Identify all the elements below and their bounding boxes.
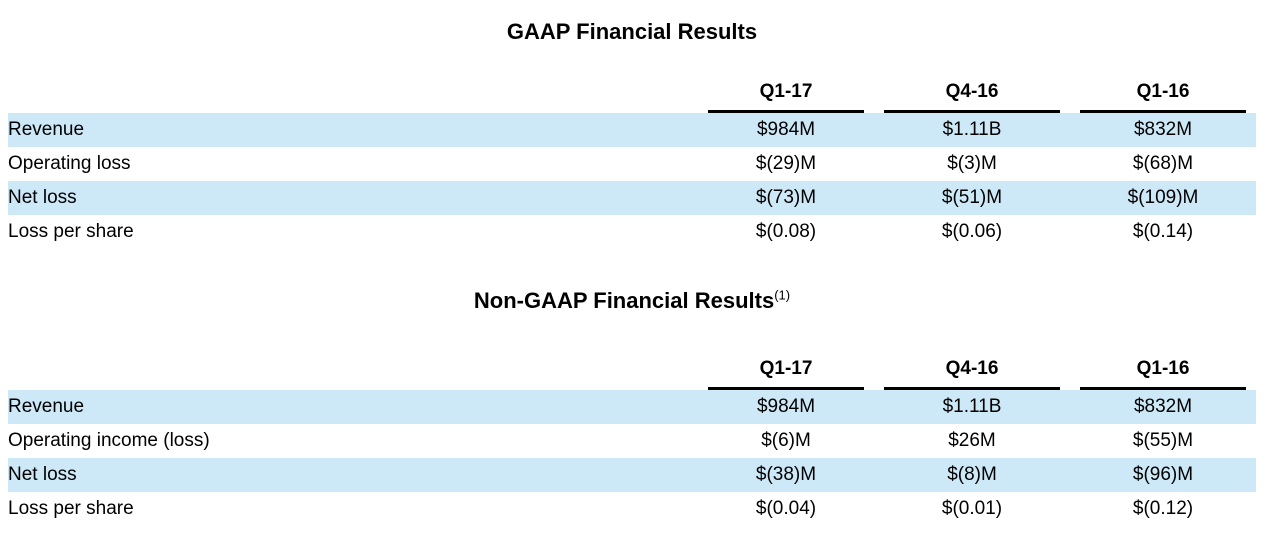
table-row-operating-loss: Operating loss $(29)M $(3)M $(68)M (8, 147, 1256, 181)
cell-value: $(0.01) (941, 498, 1003, 519)
cell-value: $832M (1070, 390, 1256, 424)
cell-value: $(73)M (698, 181, 874, 215)
gaap-header-spacer (8, 75, 698, 113)
gaap-results-table: Q1-17 Q4-16 Q1-16 Revenue $984M $1.11B $… (8, 75, 1256, 249)
non-gaap-header-row: Q1-17 Q4-16 Q1-16 (8, 352, 1256, 390)
gaap-column-header-q1-17: Q1-17 (698, 75, 874, 113)
gaap-header-row: Q1-17 Q4-16 Q1-16 (8, 75, 1256, 113)
cell-value: $(3)M (947, 153, 997, 174)
table-row-loss-per-share: Loss per share $(0.04) $(0.01) $(0.12) (8, 492, 1256, 526)
cell-value: $(0.04) (755, 498, 817, 519)
column-header-label: Q1-17 (708, 81, 864, 113)
table-row-revenue: Revenue $984M $1.11B $832M (8, 390, 1256, 424)
table-row-operating-income-loss: Operating income (loss) $(6)M $26M $(55)… (8, 424, 1256, 458)
cell-value: $(29)M (755, 153, 817, 174)
cell-value: $(96)M (1070, 458, 1256, 492)
row-label: Revenue (8, 390, 698, 424)
cell-value: $(6)M (761, 430, 811, 451)
cell-value: $(68)M (1132, 153, 1194, 174)
non-gaap-title-text: Non-GAAP Financial Results (473, 288, 775, 313)
cell-value: $(8)M (874, 458, 1070, 492)
cell-value: $1.11B (874, 390, 1070, 424)
gaap-title-text: GAAP Financial Results (506, 19, 758, 44)
column-header-label: Q1-17 (708, 358, 864, 390)
footnote-marker: (1) (774, 287, 791, 303)
column-header-label: Q1-16 (1080, 358, 1246, 390)
cell-value: $984M (698, 390, 874, 424)
cell-value: $832M (1070, 113, 1256, 147)
non-gaap-column-header-q4-16: Q4-16 (874, 352, 1070, 390)
non-gaap-results-table: Q1-17 Q4-16 Q1-16 Revenue $984M $1.11B $… (8, 352, 1256, 526)
table-row-revenue: Revenue $984M $1.11B $832M (8, 113, 1256, 147)
cell-value: $(109)M (1070, 181, 1256, 215)
non-gaap-column-header-q1-16: Q1-16 (1070, 352, 1256, 390)
cell-value: $(51)M (874, 181, 1070, 215)
row-label: Net loss (8, 181, 698, 215)
cell-value: $(55)M (1132, 430, 1194, 451)
column-header-label: Q4-16 (884, 358, 1060, 390)
gaap-section-title: GAAP Financial Results (0, 0, 1264, 45)
cell-value: $1.11B (874, 113, 1070, 147)
row-label: Net loss (8, 458, 698, 492)
row-label: Revenue (8, 113, 698, 147)
row-label: Operating loss (8, 153, 131, 174)
cell-value: $(0.08) (755, 221, 817, 242)
cell-value: $26M (948, 430, 996, 451)
non-gaap-header-spacer (8, 352, 698, 390)
table-row-net-loss: Net loss $(73)M $(51)M $(109)M (8, 181, 1256, 215)
non-gaap-section-title: Non-GAAP Financial Results(1) (0, 249, 1264, 314)
row-label: Loss per share (8, 221, 134, 242)
column-header-label: Q4-16 (884, 81, 1060, 113)
non-gaap-column-header-q1-17: Q1-17 (698, 352, 874, 390)
cell-value: $(0.06) (941, 221, 1003, 242)
row-label: Loss per share (8, 498, 134, 519)
gaap-column-header-q1-16: Q1-16 (1070, 75, 1256, 113)
cell-value: $(0.14) (1132, 221, 1194, 242)
column-header-label: Q1-16 (1080, 81, 1246, 113)
table-row-loss-per-share: Loss per share $(0.08) $(0.06) $(0.14) (8, 215, 1256, 249)
cell-value: $(0.12) (1132, 498, 1194, 519)
gaap-column-header-q4-16: Q4-16 (874, 75, 1070, 113)
row-label: Operating income (loss) (8, 430, 210, 451)
cell-value: $984M (698, 113, 874, 147)
cell-value: $(38)M (698, 458, 874, 492)
table-row-net-loss: Net loss $(38)M $(8)M $(96)M (8, 458, 1256, 492)
